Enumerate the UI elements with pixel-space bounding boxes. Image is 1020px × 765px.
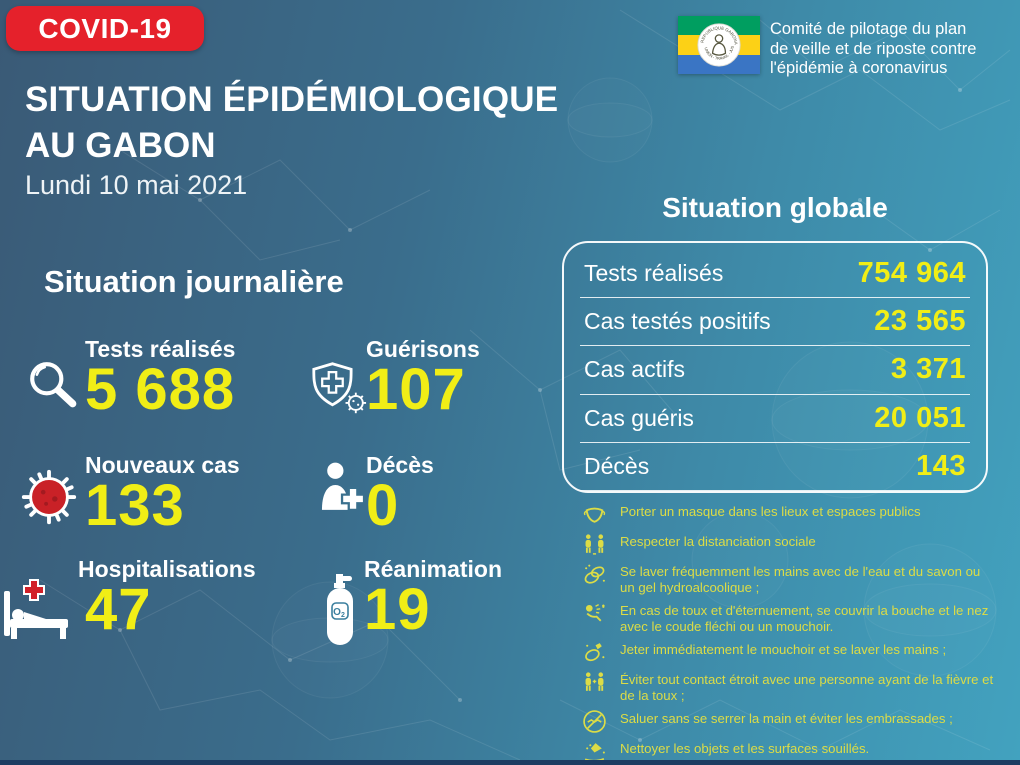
committee-name-line2: de veille et de riposte contre (770, 39, 977, 58)
row-label-gueris: Cas guéris (584, 404, 694, 431)
global-situation-heading: Situation globale (662, 192, 888, 223)
list-item: Éviter tout contact étroit avec une pers… (582, 672, 994, 704)
daily-situation-heading: Situation journalière (44, 264, 344, 299)
social-distancing-icon (585, 534, 604, 555)
stat-value-nouveaux-cas: 133 (85, 473, 185, 538)
stat-value-deces: 0 (366, 473, 400, 538)
table-row: Décès 143 (580, 443, 970, 491)
wash-hands-icon (584, 564, 605, 584)
table-row: Cas guéris 20 051 (580, 395, 970, 443)
table-row: Cas testés positifs 23 565 (580, 298, 970, 347)
advice-text: Jeter immédiatement le mouchoir et se la… (620, 642, 947, 657)
row-value-actifs: 3 371 (890, 353, 966, 386)
magnifier-icon (30, 362, 77, 408)
committee-name-line3: l'épidémie à coronavirus (770, 59, 948, 77)
list-item: Porter un masque dans les lieux et espac… (582, 504, 994, 527)
advice-text: Éviter tout contact étroit avec une pers… (620, 672, 994, 703)
list-item: Saluer sans se serrer la main et éviter … (582, 710, 994, 734)
stat-label-nouveaux-cas: Nouveaux cas (85, 452, 240, 478)
gabon-flag-logo: REPUBLIQUE GABONAISE UNION - TRAVAIL - J… (678, 16, 760, 74)
person-medical-cross-icon (321, 462, 365, 510)
bottom-accent-strip (0, 760, 1020, 765)
gabon-emblem-icon: REPUBLIQUE GABONAISE UNION - TRAVAIL - J… (696, 22, 741, 67)
oxygen-tank-icon: O2 (327, 574, 353, 645)
row-label-actifs: Cas actifs (584, 356, 685, 383)
virus-icon (21, 469, 77, 525)
sneeze-elbow-icon (585, 604, 605, 622)
row-value-gueris: 20 051 (874, 401, 966, 434)
advice-text: Saluer sans se serrer la main et éviter … (620, 711, 953, 726)
list-item: Jeter immédiatement le mouchoir et se la… (582, 642, 994, 665)
stat-label-hospitalisations: Hospitalisations (78, 556, 256, 582)
row-value-positifs: 23 565 (874, 305, 966, 338)
row-label-tests: Tests réalisés (584, 260, 724, 287)
stat-label-guerisons: Guérisons (366, 336, 480, 362)
row-label-deces: Décès (584, 452, 650, 479)
report-date: Lundi 10 mai 2021 (25, 170, 248, 200)
stat-value-tests: 5 688 (85, 357, 236, 422)
global-situation-table: Tests réalisés 754 964 Cas testés positi… (562, 241, 988, 493)
no-handshake-icon (583, 710, 606, 733)
advice-text: Respecter la distanciation sociale (620, 534, 816, 549)
stat-value-reanimation: 19 (364, 577, 431, 642)
stat-label-deces: Décès (366, 452, 434, 478)
list-item: En cas de toux et d'éternuement, se couv… (582, 603, 994, 635)
advice-text: En cas de toux et d'éternuement, se couv… (620, 603, 989, 634)
svg-text:O2: O2 (333, 607, 345, 619)
page-title-line2: AU GABON (25, 126, 216, 165)
advice-text: Porter un masque dans les lieux et espac… (620, 504, 921, 519)
row-label-positifs: Cas testés positifs (584, 308, 771, 335)
stat-label-tests: Tests réalisés (85, 336, 236, 362)
advice-text: Nettoyer les objets et les surfaces soui… (620, 741, 870, 756)
avoid-contact-icon (585, 672, 604, 691)
committee-name: Comité de pilotage du plan de veille et … (770, 20, 1016, 79)
committee-name-line1: Comité de pilotage du plan (770, 20, 967, 38)
hospital-bed-icon (4, 579, 68, 639)
table-row: Cas actifs 3 371 (580, 346, 970, 395)
table-row: Tests réalisés 754 964 (580, 250, 970, 299)
prevention-advice-list: Porter un masque dans les lieux et espac… (582, 504, 994, 765)
stat-label-reanimation: Réanimation (364, 556, 503, 582)
row-value-tests: 754 964 (857, 257, 966, 290)
advice-text: Se laver fréquemment les mains avec de l… (620, 564, 981, 595)
row-value-deces: 143 (916, 449, 966, 482)
list-item: Se laver fréquemment les mains avec de l… (582, 564, 994, 596)
stat-value-hospitalisations: 47 (85, 577, 152, 642)
covid19-badge: COVID-19 (6, 6, 204, 51)
stat-value-guerisons: 107 (366, 357, 466, 422)
mask-icon (583, 507, 606, 523)
shield-cross-virus-icon (312, 362, 367, 414)
list-item: Respecter la distanciation sociale (582, 534, 994, 557)
discard-tissue-icon (585, 643, 605, 662)
page-title-line1: SITUATION ÉPIDÉMIOLOGIQUE (25, 80, 559, 119)
covid19-badge-label: COVID-19 (38, 12, 172, 44)
